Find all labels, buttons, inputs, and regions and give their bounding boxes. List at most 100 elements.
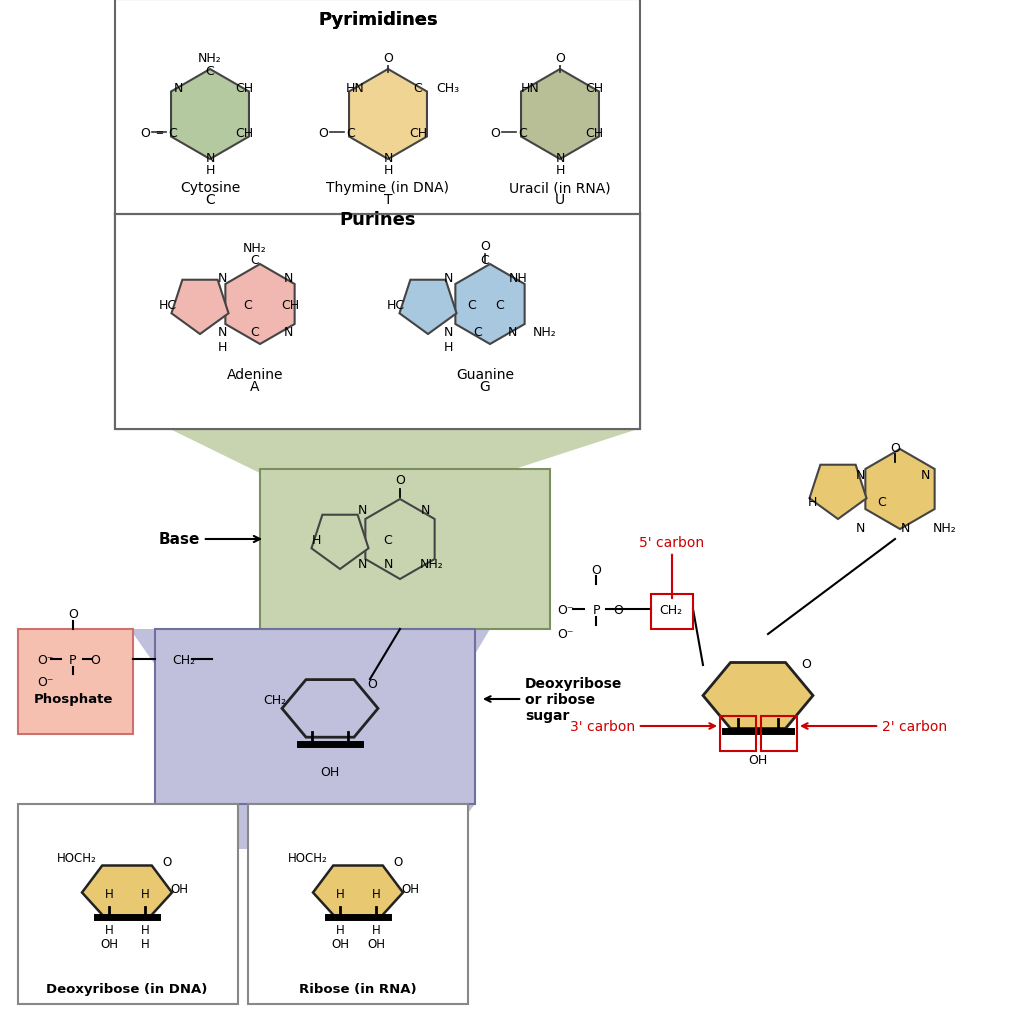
Text: G: G xyxy=(479,379,490,393)
Text: CH: CH xyxy=(585,126,603,140)
Polygon shape xyxy=(82,865,172,917)
Text: Pyrimidines: Pyrimidines xyxy=(318,11,438,29)
Polygon shape xyxy=(282,680,378,737)
Text: N: N xyxy=(420,503,430,516)
Text: O: O xyxy=(555,52,565,65)
Text: H: H xyxy=(555,164,564,176)
Text: Cytosine: Cytosine xyxy=(180,181,240,195)
Text: O: O xyxy=(140,126,150,140)
Text: C: C xyxy=(384,533,392,546)
Text: O⁻: O⁻ xyxy=(37,674,53,687)
Text: N: N xyxy=(284,326,293,338)
Text: O⁻: O⁻ xyxy=(558,603,574,616)
Bar xyxy=(720,716,756,751)
Text: C: C xyxy=(878,495,887,508)
Text: N: N xyxy=(173,82,182,94)
Text: N: N xyxy=(383,152,392,165)
Text: Uracil (in RNA): Uracil (in RNA) xyxy=(509,181,610,195)
Text: Adenine: Adenine xyxy=(226,368,284,381)
Text: N: N xyxy=(555,152,564,165)
Text: HN: HN xyxy=(520,82,540,94)
Text: NH₂: NH₂ xyxy=(933,521,956,534)
Text: CH₂: CH₂ xyxy=(263,693,287,706)
Text: O: O xyxy=(163,854,172,867)
Text: ═: ═ xyxy=(156,127,162,137)
Text: H: H xyxy=(383,164,392,176)
Text: N: N xyxy=(217,326,226,338)
FancyBboxPatch shape xyxy=(18,804,238,1004)
Text: N: N xyxy=(284,271,293,284)
Bar xyxy=(651,594,693,630)
Text: C: C xyxy=(206,65,214,78)
Text: N: N xyxy=(383,558,392,571)
Polygon shape xyxy=(865,450,935,530)
Text: CH₃: CH₃ xyxy=(436,82,460,94)
Text: U: U xyxy=(555,193,565,207)
Polygon shape xyxy=(313,865,403,917)
Bar xyxy=(115,213,640,430)
Text: C: C xyxy=(468,298,476,311)
Text: O: O xyxy=(68,608,78,621)
Text: N: N xyxy=(206,152,215,165)
Text: Phosphate: Phosphate xyxy=(34,693,113,706)
Polygon shape xyxy=(349,70,427,160)
Text: N: N xyxy=(855,468,864,481)
Text: H: H xyxy=(336,888,344,901)
Polygon shape xyxy=(171,280,228,335)
Text: H: H xyxy=(336,923,344,936)
Text: NH: NH xyxy=(509,271,527,284)
Text: OH: OH xyxy=(331,937,349,949)
Text: O: O xyxy=(613,603,623,616)
Text: C: C xyxy=(414,82,422,94)
Text: C: C xyxy=(205,193,215,207)
Text: A: A xyxy=(250,379,260,393)
Text: 2' carbon: 2' carbon xyxy=(802,719,947,733)
Text: CH: CH xyxy=(234,82,253,94)
Text: NH₂: NH₂ xyxy=(198,52,222,65)
Text: O: O xyxy=(393,854,402,867)
Polygon shape xyxy=(456,265,524,345)
Text: N: N xyxy=(217,271,226,284)
Text: NH₂: NH₂ xyxy=(534,326,557,338)
Text: H: H xyxy=(140,937,150,949)
Text: O: O xyxy=(395,473,404,486)
Text: N: N xyxy=(357,503,367,516)
Text: O: O xyxy=(801,658,811,671)
Text: N: N xyxy=(507,326,517,338)
Text: CH: CH xyxy=(281,298,299,311)
Text: Deoxyribose
or ribose
sugar: Deoxyribose or ribose sugar xyxy=(485,676,623,723)
Text: OH: OH xyxy=(100,937,118,949)
Text: N: N xyxy=(921,468,930,481)
Text: N: N xyxy=(443,326,453,338)
Polygon shape xyxy=(130,630,490,679)
Text: CH₂: CH₂ xyxy=(172,653,196,666)
Text: O: O xyxy=(367,677,377,691)
Polygon shape xyxy=(171,70,249,160)
Text: O⁻: O⁻ xyxy=(37,653,53,666)
Text: C: C xyxy=(169,126,177,140)
Text: H: H xyxy=(104,923,114,936)
Text: Base: Base xyxy=(159,532,260,547)
Polygon shape xyxy=(311,516,369,569)
Polygon shape xyxy=(366,499,434,579)
Text: N: N xyxy=(855,521,864,534)
Text: CH₂: CH₂ xyxy=(659,603,683,616)
FancyBboxPatch shape xyxy=(155,630,475,804)
Text: O: O xyxy=(480,240,489,253)
Text: C: C xyxy=(251,253,259,266)
Text: C: C xyxy=(474,326,482,338)
Text: O: O xyxy=(383,52,393,65)
Text: H: H xyxy=(443,340,453,353)
Text: N: N xyxy=(443,271,453,284)
Text: Ribose (in RNA): Ribose (in RNA) xyxy=(299,983,417,996)
Text: C: C xyxy=(251,326,259,338)
Text: HOCH₂: HOCH₂ xyxy=(288,850,328,863)
Bar xyxy=(761,716,797,751)
Text: CH: CH xyxy=(585,82,603,94)
Text: HC: HC xyxy=(159,298,177,311)
Text: CH: CH xyxy=(409,126,427,140)
Polygon shape xyxy=(809,465,866,520)
Text: OH: OH xyxy=(367,937,385,949)
Polygon shape xyxy=(225,265,295,345)
Text: C: C xyxy=(518,126,527,140)
